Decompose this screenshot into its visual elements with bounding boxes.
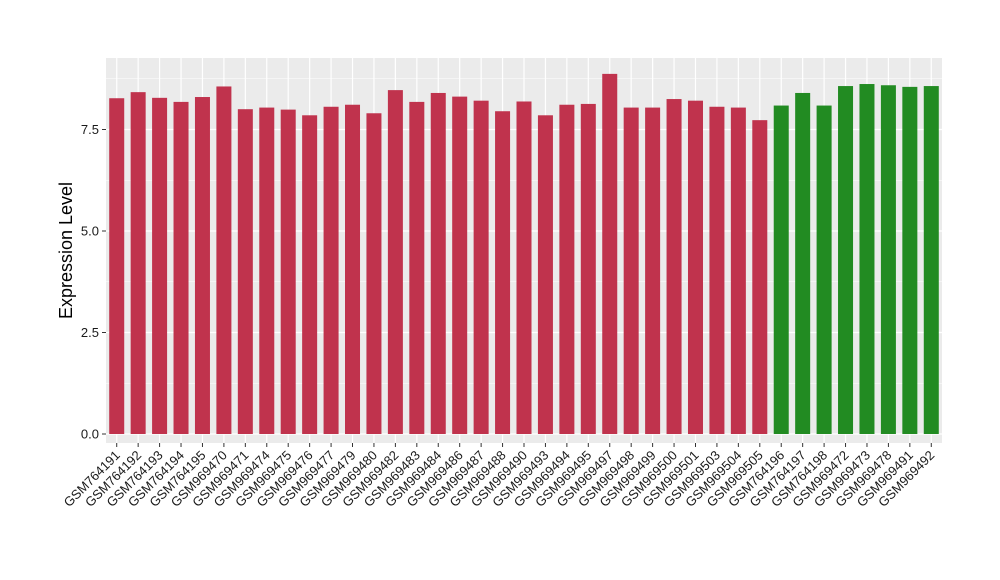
bar-GSM764196 — [773, 105, 789, 435]
bar-GSM764193 — [152, 97, 168, 434]
bar-GSM764191 — [109, 98, 125, 434]
bar-GSM969495 — [580, 103, 596, 434]
bar-GSM969504 — [730, 107, 746, 435]
bar-GSM969470 — [216, 86, 232, 435]
y-tick-label: 2.5 — [81, 325, 99, 340]
bar-GSM969473 — [859, 84, 875, 434]
bar-GSM969480 — [366, 113, 382, 434]
bar-GSM969493 — [537, 115, 553, 434]
bars — [109, 73, 939, 435]
bar-GSM969482 — [387, 90, 403, 435]
bar-GSM969478 — [880, 85, 896, 434]
bar-GSM969492 — [923, 86, 939, 435]
bar-GSM969483 — [409, 101, 425, 434]
bar-GSM969498 — [623, 107, 639, 435]
bar-GSM764195 — [194, 97, 210, 435]
bar-GSM764194 — [173, 101, 189, 434]
bar-GSM969490 — [516, 101, 532, 435]
bar-GSM969500 — [666, 99, 682, 435]
bar-GSM969479 — [345, 104, 361, 434]
bar-GSM969475 — [280, 109, 296, 434]
bar-GSM969494 — [559, 104, 575, 434]
bar-GSM969501 — [687, 100, 703, 434]
bar-GSM764198 — [816, 105, 832, 435]
bar-GSM969503 — [709, 106, 725, 434]
bar-GSM969488 — [495, 111, 511, 434]
bar-GSM969474 — [259, 107, 275, 435]
bar-GSM969484 — [430, 92, 446, 435]
bar-GSM764197 — [795, 92, 811, 435]
y-tick-label: 5.0 — [81, 224, 99, 239]
bar-GSM764192 — [130, 92, 146, 434]
y-tick-label: 7.5 — [81, 122, 99, 137]
x-axis: GSM764191GSM764192GSM764193GSM764194GSM7… — [61, 443, 937, 510]
bar-GSM969491 — [902, 86, 918, 435]
bar-GSM969505 — [752, 120, 768, 435]
bar-GSM969486 — [452, 96, 468, 434]
bar-GSM969497 — [602, 73, 618, 435]
bar-GSM969477 — [323, 106, 339, 434]
y-axis-title: Expression Level — [56, 182, 76, 319]
y-axis: 0.0 2.5 5.0 7.5 — [81, 122, 106, 442]
bar-GSM969499 — [645, 107, 661, 435]
bar-GSM969472 — [838, 86, 854, 435]
y-tick-label: 0.0 — [81, 427, 99, 442]
bar-GSM969476 — [302, 115, 318, 434]
bar-GSM969471 — [237, 109, 253, 434]
bar-GSM969487 — [473, 100, 489, 434]
